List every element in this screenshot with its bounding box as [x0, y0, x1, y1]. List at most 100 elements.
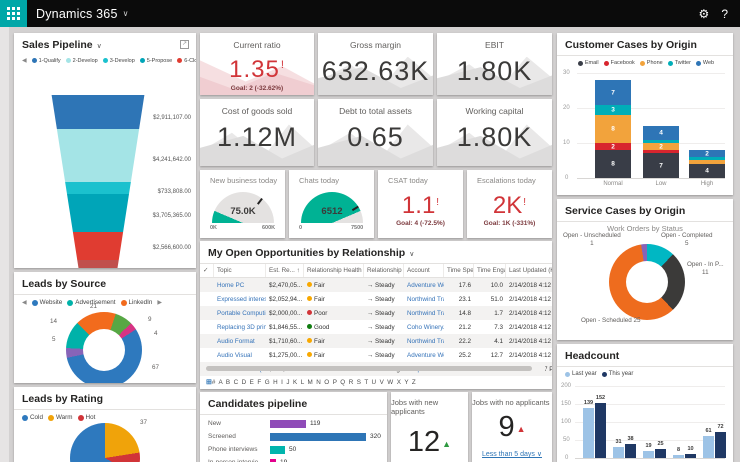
bar-row[interactable]: Screened 320	[208, 432, 381, 441]
column-health-kpi[interactable]: Relationship Health State (KPI)	[304, 264, 364, 277]
app-title-chevron-icon[interactable]: ∨	[122, 9, 129, 18]
column-est-revenue[interactable]: Est. Re... ↑	[266, 264, 304, 277]
headcount-legend: Last year This year	[557, 369, 733, 379]
app-launcher-icon[interactable]	[0, 0, 27, 27]
legend-next-icon[interactable]: ▶	[157, 300, 162, 306]
column-last-updated[interactable]: Last Updated (K...	[509, 267, 552, 274]
bar-row[interactable]: In-person intervie... 19	[200, 456, 387, 462]
sales-pipeline-legend: ◀ 1-Qualify 2-Develop 3-Develop 5-Propos…	[14, 55, 196, 66]
kpi-current-ratio[interactable]: Current ratio 1.35! Goal: 2 (-32.62%)	[200, 33, 314, 95]
bar	[270, 432, 366, 441]
table-row[interactable]: Replacing 3D printers... $1,846,55... Go…	[217, 323, 552, 331]
legend-prev-icon[interactable]: ◀	[22, 300, 27, 306]
popout-icon[interactable]: ↗	[180, 40, 189, 49]
table-row[interactable]: Audio Visual $1,275,00... Fair → Steady …	[217, 351, 552, 359]
bar-row[interactable]: Phone interviews 50	[208, 445, 297, 454]
card-value: 9 ▲	[498, 411, 526, 443]
kpi-value: 1.12M	[216, 122, 298, 152]
table-row[interactable]: Home PC $2,470,05... Fair → Steady Adven…	[200, 278, 552, 292]
leads-by-source-panel: Leads by Source ◀ Website Advertisement …	[14, 272, 196, 383]
column-time-engaged[interactable]: Time Engaged with C...	[474, 264, 506, 277]
kpi-title: Gross margin	[349, 40, 401, 50]
chevron-down-icon: ∨	[96, 43, 102, 50]
column-health-trend[interactable]: Relationship Healt...	[364, 264, 404, 277]
headcount-title: Headcount	[557, 344, 733, 367]
kpi-csat-today[interactable]: CSAT today 1.1! Goal: 4 (-72.5%)	[378, 170, 463, 238]
headcount-panel: Headcount Last year This year 200 150 10…	[557, 344, 733, 462]
health-dot	[307, 296, 312, 301]
kpi-cost-of-goods[interactable]: Cost of goods sold 1.12M	[200, 99, 314, 166]
jobs-no-applicants-card[interactable]: Jobs with no applicants 9 ▲ Less than 5 d…	[472, 392, 552, 462]
kpi-value: 2K!	[492, 192, 527, 219]
gauge-chats[interactable]: Chats today 6512 0 7500	[289, 170, 374, 238]
settings-gear-icon[interactable]: ⚙	[698, 6, 710, 21]
kpi-debt-to-assets[interactable]: Debt to total assets 0.65	[318, 99, 433, 166]
health-dot	[307, 352, 312, 357]
legend-item: 2-Develop	[65, 58, 98, 64]
kpi-goal: Goal: 2 (-32.62%)	[230, 85, 284, 92]
card-title: Jobs with new applicants	[391, 398, 439, 416]
health-dot	[307, 338, 312, 343]
table-row[interactable]: Expressed interest in A... $2,052,94... …	[217, 295, 552, 303]
column-select-all[interactable]: ✓	[200, 264, 214, 277]
leads-source-donut-chart[interactable]	[66, 312, 142, 383]
table-header-row: ✓ Topic Est. Re... ↑ Relationship Health…	[200, 263, 552, 278]
kpi-title: Escalations today	[477, 176, 536, 185]
column-account[interactable]: Account	[404, 264, 444, 277]
column-time-spent[interactable]: Time Spent by...	[444, 264, 474, 277]
slice-label: 37	[140, 419, 148, 426]
legend-prev-icon[interactable]: ◀	[22, 58, 27, 64]
trend-icon: →	[367, 323, 374, 331]
gauge-title: New business today	[210, 176, 278, 185]
slice-label: 21	[90, 303, 98, 310]
trend-alert-icon: ▲	[516, 424, 526, 434]
card-value: 12 ▲	[407, 426, 452, 458]
alert-icon: !	[436, 197, 440, 208]
donut-label: Open - Unscheduled 1	[563, 232, 621, 247]
kpi-title: Cost of goods sold	[221, 106, 293, 116]
opportunities-title[interactable]: My Open Opportunities by Relationship ∨	[208, 247, 415, 259]
bar-row[interactable]: New 119	[208, 419, 321, 428]
time-filter-link[interactable]: Less than 5 days ∨	[482, 451, 542, 458]
gauge-value: 6512	[321, 206, 343, 217]
alert-icon: !	[523, 197, 527, 208]
column-topic[interactable]: Topic	[214, 264, 266, 277]
candidates-title: Candidates pipeline	[200, 392, 387, 415]
service-cases-donut-chart[interactable]	[609, 244, 685, 320]
leads-by-rating-panel: Leads by Rating Cold Warm Hot 37	[14, 387, 196, 462]
kpi-value: 1.80K	[456, 122, 533, 152]
horizontal-scrollbar[interactable]	[206, 366, 546, 371]
gauge-new-business[interactable]: New business today 75.0K 0K 600K	[200, 170, 285, 238]
help-icon[interactable]: ?	[721, 6, 728, 21]
donut-label: Open - In P... 11	[687, 261, 724, 276]
trend-icon: →	[367, 281, 374, 289]
grid-view-icon[interactable]: ⊞	[206, 379, 212, 386]
leads-rating-pie-chart[interactable]	[70, 423, 140, 462]
customer-cases-panel: Customer Cases by Origin Email Facebook …	[557, 33, 733, 195]
kpi-gross-margin[interactable]: Gross margin 632.63K	[318, 33, 433, 95]
headcount-bar-chart[interactable]: 200 150 100 50 0 139 152 31 38 19 25 8 1…	[557, 383, 733, 462]
slice-label: 67	[152, 364, 160, 371]
sales-pipeline-title[interactable]: Sales Pipeline ∨	[22, 39, 102, 51]
trend-icon: →	[367, 337, 374, 345]
jobs-new-applicants-card[interactable]: Jobs with new applicants 12 ▲	[391, 392, 468, 462]
kpi-working-capital[interactable]: Working capital 1.80K	[437, 99, 552, 166]
gauge-min: 0	[299, 225, 303, 231]
table-row[interactable]: Portable Computing $2,000,00... Poor → S…	[200, 306, 552, 320]
card-title: Jobs with no applicants	[472, 398, 550, 407]
stacked-bar-chart[interactable]: 30 20 10 0 8 2 8 3 7 7 2 4 4 2 Normal	[557, 70, 733, 187]
legend-item: 3-Develop	[102, 58, 135, 64]
kpi-escalations-today[interactable]: Escalations today 2K! Goal: 1K (-331%)	[467, 170, 552, 238]
gauge-value: 75.0K	[230, 206, 256, 217]
table-row[interactable]: Audio Format $1,710,60... Fair → Steady …	[200, 334, 552, 348]
legend-item: 1-Qualify	[31, 58, 61, 64]
kpi-value: 632.63K	[321, 56, 430, 86]
left-edge-strip	[0, 27, 9, 462]
gauge-max: 7500	[351, 225, 364, 231]
kpi-ebit[interactable]: EBIT 1.80K	[437, 33, 552, 95]
bar	[270, 419, 306, 428]
today-metrics-row: New business today 75.0K 0K 600K Chats t…	[200, 170, 552, 238]
alphabet-index[interactable]: ⊞ # A B C D E F G H I J K L M N O P Q R S…	[206, 378, 416, 387]
app-title[interactable]: Dynamics 365	[36, 6, 118, 21]
trend-icon: →	[367, 295, 374, 303]
